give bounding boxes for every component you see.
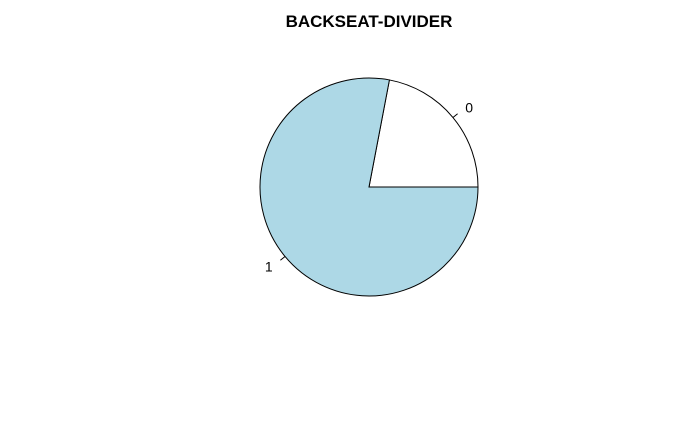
pie-slice-0 [368,79,479,188]
pie-label-tick-0 [452,113,458,118]
pie-slice-1 [259,77,479,297]
pie-labels: 01 [265,99,473,274]
pie-label-tick-1 [280,256,286,261]
chart-title: BACKSEAT-DIVIDER [286,12,453,31]
pie-slices [259,77,479,297]
pie-label-1: 1 [265,259,273,275]
pie-label-0: 0 [465,99,473,115]
